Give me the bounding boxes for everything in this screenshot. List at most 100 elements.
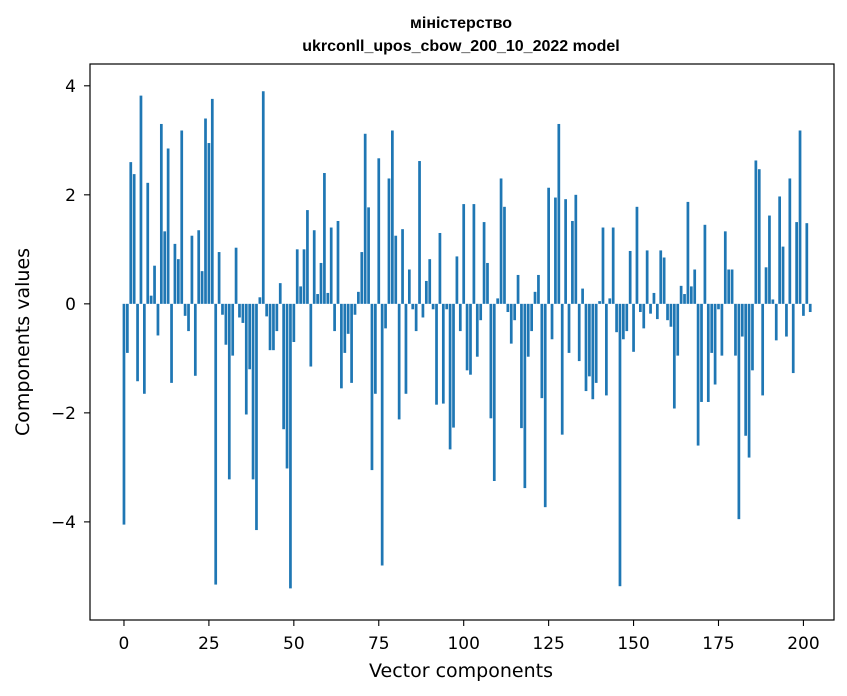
- bar-106: [482, 222, 486, 304]
- x-tick-label: 75: [368, 634, 390, 654]
- bar-28: [217, 252, 221, 304]
- bar-116: [516, 274, 520, 304]
- bar-188: [761, 303, 765, 396]
- bar-21: [193, 303, 197, 376]
- bar-16: [176, 259, 180, 304]
- bar-61: [329, 227, 333, 304]
- bar-138: [591, 303, 595, 400]
- bar-24: [204, 118, 207, 304]
- y-tick-label: 0: [65, 295, 76, 315]
- bar-128: [557, 123, 561, 304]
- bar-130: [564, 199, 567, 304]
- bar-5: [139, 95, 143, 304]
- bar-32: [231, 303, 235, 356]
- bar-199: [798, 130, 802, 304]
- bar-49: [289, 303, 292, 589]
- bar-164: [679, 285, 683, 304]
- bar-14: [170, 303, 173, 383]
- bar-153: [642, 303, 646, 329]
- bar-134: [577, 303, 581, 362]
- bar-73: [370, 303, 374, 471]
- bar-9: [153, 265, 156, 304]
- bar-82: [401, 229, 404, 304]
- y-tick-label: −4: [51, 513, 76, 533]
- bar-202: [808, 303, 812, 313]
- bar-75: [377, 158, 381, 304]
- bar-88: [421, 303, 425, 318]
- bar-39: [255, 303, 258, 531]
- bar-69: [357, 291, 360, 304]
- bar-100: [462, 204, 466, 304]
- bar-93: [438, 232, 442, 304]
- bar-121: [533, 291, 537, 304]
- y-axis-ticks: −4 −2 0 2 4: [51, 77, 90, 533]
- bar-70: [360, 252, 364, 304]
- bar-8: [149, 295, 153, 304]
- bar-96: [448, 303, 452, 450]
- bar-191: [771, 299, 775, 304]
- bar-51: [295, 249, 299, 304]
- bar-120: [530, 303, 533, 332]
- bar-2: [129, 162, 133, 304]
- bar-95: [445, 303, 449, 310]
- bar-173: [710, 303, 714, 353]
- y-axis-label: Components values: [12, 248, 34, 436]
- bar-72: [367, 207, 370, 304]
- bar-68: [353, 303, 357, 315]
- bar-37: [248, 303, 252, 370]
- bar-151: [635, 206, 639, 304]
- bar-62: [333, 303, 336, 332]
- bar-99: [458, 303, 462, 332]
- bar-193: [778, 196, 781, 304]
- bar-174: [713, 303, 717, 385]
- bar-4: [136, 303, 139, 382]
- bar-126: [550, 303, 554, 340]
- bar-111: [499, 178, 503, 304]
- bar-115: [513, 303, 517, 321]
- bar-83: [404, 303, 408, 394]
- bar-86: [414, 303, 418, 332]
- bar-56: [312, 230, 316, 304]
- bar-66: [346, 303, 350, 334]
- x-tick-label: 0: [119, 634, 130, 654]
- bar-92: [435, 303, 438, 405]
- bar-187: [757, 169, 761, 304]
- bar-76: [380, 303, 384, 566]
- plot-frame: [89, 63, 835, 621]
- bar-201: [805, 223, 809, 304]
- chart-title-line-2: ukrconll_upos_cbow_200_10_2022 model: [302, 38, 619, 55]
- bar-55: [309, 303, 313, 367]
- bar-129: [560, 303, 564, 435]
- bar-57: [316, 294, 319, 304]
- bar-81: [397, 303, 401, 420]
- bar-146: [618, 303, 622, 587]
- bar-94: [441, 303, 445, 404]
- bar-133: [574, 194, 578, 304]
- bar-36: [244, 303, 248, 415]
- bar-159: [662, 257, 666, 304]
- y-tick-label: 2: [65, 186, 76, 206]
- bar-108: [489, 303, 493, 419]
- bar-80: [394, 235, 398, 304]
- bar-181: [737, 303, 741, 520]
- bar-59: [323, 173, 326, 304]
- bar-3: [132, 174, 136, 304]
- bar-156: [652, 292, 656, 304]
- bar-172: [706, 303, 710, 402]
- bar-19: [187, 303, 190, 332]
- bar-132: [571, 220, 574, 304]
- bar-64: [340, 303, 343, 389]
- bar-183: [744, 303, 748, 436]
- bar-136: [584, 303, 588, 392]
- bar-152: [639, 303, 642, 313]
- x-tick-label: 125: [532, 634, 564, 654]
- bar-176: [720, 303, 724, 356]
- bar-155: [649, 303, 652, 314]
- bar-185: [751, 303, 754, 371]
- bar-38: [251, 303, 255, 480]
- bar-60: [326, 292, 330, 304]
- bar-33: [234, 247, 238, 304]
- x-tick-label: 200: [787, 634, 819, 654]
- bar-182: [740, 303, 744, 337]
